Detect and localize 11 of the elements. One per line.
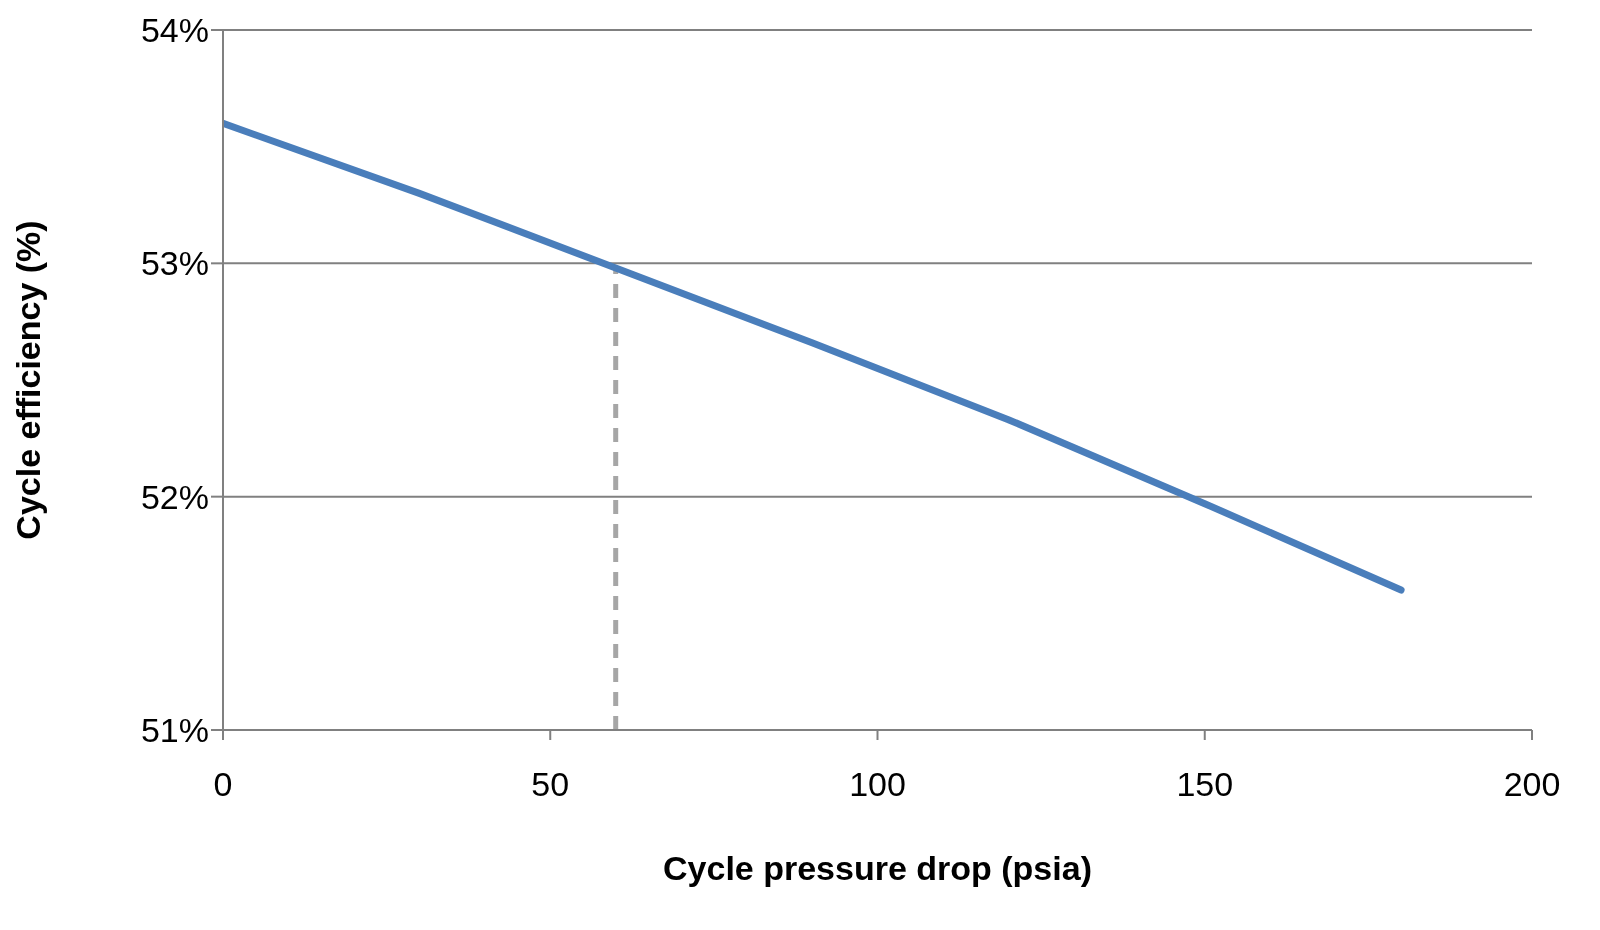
x-tick-label: 50 <box>531 765 570 804</box>
y-tick-label: 54% <box>140 11 209 50</box>
y-tick-label: 52% <box>140 477 209 516</box>
x-axis-title: Cycle pressure drop (psia) <box>663 849 1092 887</box>
y-tick-label: 53% <box>140 244 209 283</box>
y-tick-label: 51% <box>140 711 209 750</box>
y-axis-title: Cycle efficiency (%) <box>9 220 48 540</box>
x-tick-label: 200 <box>1503 765 1561 804</box>
x-tick-label: 100 <box>849 765 906 804</box>
x-tick-label: 150 <box>1176 765 1234 804</box>
x-tick-label: 0 <box>213 765 233 804</box>
